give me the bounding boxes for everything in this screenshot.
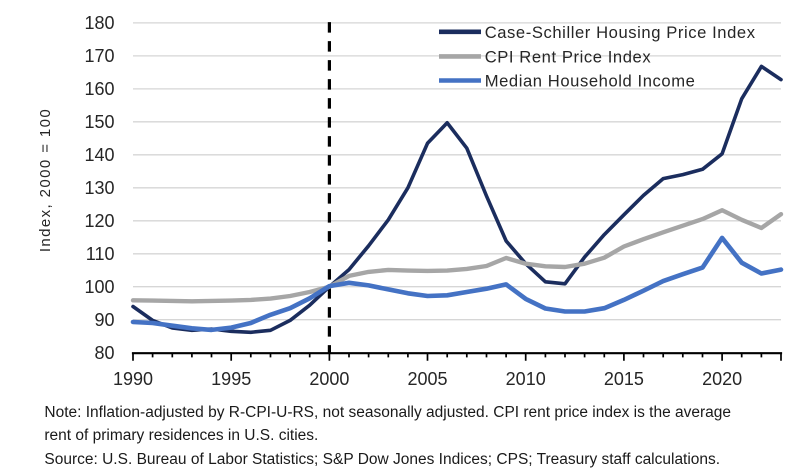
svg-text:150: 150 (84, 112, 114, 132)
svg-text:100: 100 (84, 277, 114, 297)
svg-text:CPI Rent Price Index: CPI Rent Price Index (485, 47, 652, 66)
svg-text:180: 180 (84, 13, 114, 33)
svg-text:2020: 2020 (702, 369, 742, 389)
svg-text:120: 120 (84, 211, 114, 231)
svg-text:130: 130 (84, 178, 114, 198)
svg-text:140: 140 (84, 145, 114, 165)
svg-text:2000: 2000 (309, 369, 349, 389)
svg-text:Index, 2000 = 100: Index, 2000 = 100 (37, 108, 54, 252)
svg-text:2015: 2015 (604, 369, 644, 389)
svg-text:1990: 1990 (113, 369, 153, 389)
svg-text:Median Household Income: Median Household Income (485, 72, 696, 91)
svg-text:80: 80 (94, 343, 114, 363)
svg-text:2010: 2010 (506, 369, 546, 389)
svg-text:170: 170 (84, 46, 114, 66)
svg-text:90: 90 (94, 310, 114, 330)
svg-text:Case-Schiller Housing Price In: Case-Schiller Housing Price Index (485, 23, 756, 42)
svg-text:160: 160 (84, 79, 114, 99)
svg-text:2005: 2005 (407, 369, 447, 389)
svg-text:1995: 1995 (211, 369, 251, 389)
svg-text:110: 110 (86, 244, 115, 264)
